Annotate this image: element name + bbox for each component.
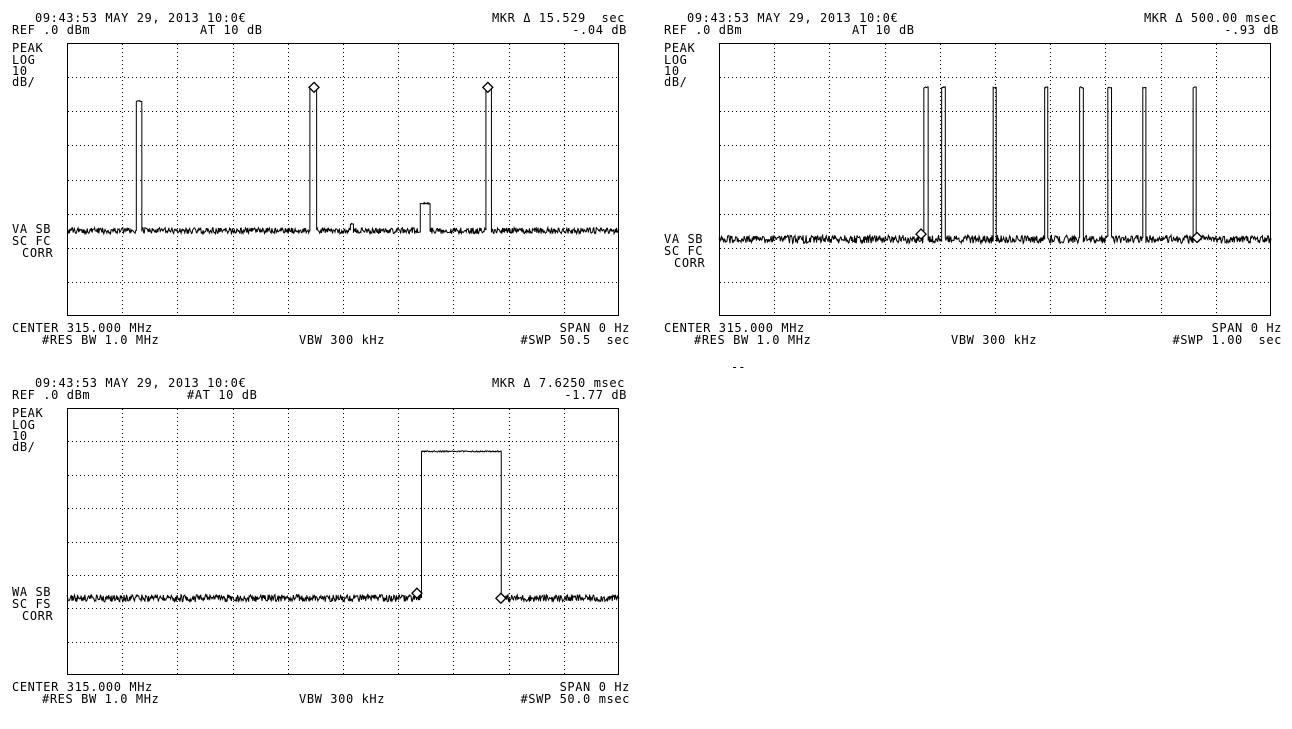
center-frequency: CENTER 315.000 MHz bbox=[12, 680, 153, 694]
ref-level: REF .0 dBm bbox=[12, 388, 91, 402]
center-frequency: CENTER 315.000 MHz bbox=[664, 321, 805, 335]
scale-label-db: dB/ bbox=[12, 440, 36, 454]
mode-label-2: SC FS bbox=[12, 597, 52, 611]
plot-frame bbox=[67, 408, 619, 675]
scale-label-log: LOG bbox=[12, 418, 36, 432]
mode-label-1: WA SB bbox=[12, 585, 52, 599]
scale-label-10: 10 bbox=[664, 64, 680, 78]
sweep-time: #SWP 50.0 msec bbox=[520, 692, 630, 706]
mode-label-2: SC FC bbox=[12, 234, 52, 248]
sweep-time: #SWP 1.00 sec bbox=[1172, 333, 1282, 347]
marker-delta: MKR Δ 7.6250 msec bbox=[491, 376, 625, 390]
timestamp: 09:43:53 MAY 29, 2013 10:0€ bbox=[687, 11, 899, 25]
span: SPAN 0 Hz bbox=[559, 321, 630, 335]
marker-diamond-2 bbox=[494, 592, 507, 605]
marker-value: -1.77 dB bbox=[564, 388, 627, 402]
scale-label-log: LOG bbox=[12, 53, 36, 67]
marker-diamond-1 bbox=[308, 81, 320, 94]
attenuation: AT 10 dB bbox=[852, 23, 915, 37]
marker-value: -.93 dB bbox=[1224, 23, 1279, 37]
timestamp: 09:43:53 MAY 29, 2013 10:0€ bbox=[35, 376, 247, 390]
signal-trace bbox=[66, 449, 620, 604]
trace-plot bbox=[66, 408, 620, 675]
span: SPAN 0 Hz bbox=[559, 680, 630, 694]
mode-label-1: VA SB bbox=[664, 232, 704, 246]
mode-label-2: SC FC bbox=[664, 244, 704, 258]
marker-diamond-2 bbox=[481, 81, 494, 94]
resolution-bandwidth: #RES BW 1.0 MHz bbox=[694, 333, 812, 347]
analyzer-panel-1: 09:43:53 MAY 29, 2013 10:0€ MKR Δ 15.529… bbox=[12, 9, 642, 364]
timestamp: 09:43:53 MAY 29, 2013 10:0€ bbox=[35, 11, 247, 25]
detector-label: PEAK bbox=[12, 406, 44, 420]
trace-plot bbox=[66, 43, 620, 316]
scale-label-db: dB/ bbox=[664, 75, 688, 89]
detector-label: PEAK bbox=[12, 41, 44, 55]
plot-frame bbox=[67, 43, 619, 316]
video-bandwidth: VBW 300 kHz bbox=[299, 692, 386, 706]
attenuation: #AT 10 dB bbox=[187, 388, 258, 402]
center-frequency: CENTER 315.000 MHz bbox=[12, 321, 153, 335]
mode-label-3: CORR bbox=[22, 246, 54, 260]
mode-label-3: CORR bbox=[674, 256, 706, 270]
video-bandwidth: VBW 300 kHz bbox=[299, 333, 386, 347]
span: SPAN 0 Hz bbox=[1211, 321, 1282, 335]
scale-label-db: dB/ bbox=[12, 75, 36, 89]
marker-diamond-1 bbox=[915, 228, 927, 241]
marker-delta: MKR Δ 500.00 msec bbox=[1143, 11, 1277, 25]
ref-level: REF .0 dBm bbox=[664, 23, 743, 37]
attenuation: AT 10 dB bbox=[200, 23, 263, 37]
video-bandwidth: VBW 300 kHz bbox=[951, 333, 1038, 347]
sweep-time: #SWP 50.5 sec bbox=[520, 333, 630, 347]
resolution-bandwidth: #RES BW 1.0 MHz bbox=[42, 692, 160, 706]
marker-diamond-2 bbox=[1191, 231, 1203, 244]
mode-label-1: VA SB bbox=[12, 222, 52, 236]
scale-label-10: 10 bbox=[12, 429, 28, 443]
signal-trace bbox=[718, 86, 1272, 246]
scale-label-10: 10 bbox=[12, 64, 28, 78]
ref-level: REF .0 dBm bbox=[12, 23, 91, 37]
trace-plot bbox=[718, 43, 1272, 316]
analyzer-panel-2: 09:43:53 MAY 29, 2013 10:0€ MKR Δ 500.00… bbox=[664, 9, 1292, 364]
mode-label-3: CORR bbox=[22, 609, 54, 623]
resolution-bandwidth: #RES BW 1.0 MHz bbox=[42, 333, 160, 347]
stray-mark: -- bbox=[731, 360, 746, 374]
marker-diamond-1 bbox=[411, 587, 423, 600]
detector-label: PEAK bbox=[664, 41, 696, 55]
signal-trace bbox=[66, 85, 620, 236]
scale-label-log: LOG bbox=[664, 53, 688, 67]
analyzer-panel-3: 09:43:53 MAY 29, 2013 10:0€ MKR Δ 7.6250… bbox=[12, 374, 642, 729]
marker-value: -.04 dB bbox=[572, 23, 627, 37]
marker-delta: MKR Δ 15.529 sec bbox=[491, 11, 625, 25]
plot-frame bbox=[719, 43, 1271, 316]
